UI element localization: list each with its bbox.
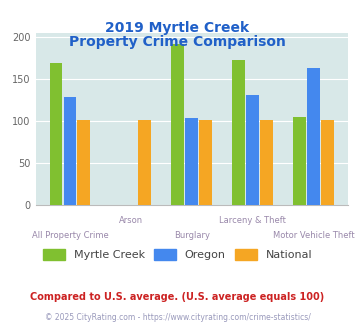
Text: Property Crime Comparison: Property Crime Comparison — [69, 35, 286, 49]
Bar — [77, 120, 90, 205]
Bar — [233, 60, 245, 205]
Legend: Myrtle Creek, Oregon, National: Myrtle Creek, Oregon, National — [43, 248, 312, 260]
Bar — [321, 120, 334, 205]
Text: Larceny & Theft: Larceny & Theft — [219, 216, 286, 225]
Bar — [307, 68, 320, 205]
Bar — [260, 120, 273, 205]
Bar — [185, 118, 198, 205]
Bar — [171, 44, 184, 205]
Bar — [199, 120, 212, 205]
Bar — [293, 117, 306, 205]
Text: Motor Vehicle Theft: Motor Vehicle Theft — [273, 231, 354, 240]
Text: 2019 Myrtle Creek: 2019 Myrtle Creek — [105, 21, 250, 35]
Text: All Property Crime: All Property Crime — [32, 231, 108, 240]
Text: Arson: Arson — [119, 216, 143, 225]
Bar — [64, 97, 76, 205]
Bar — [246, 95, 259, 205]
Text: © 2025 CityRating.com - https://www.cityrating.com/crime-statistics/: © 2025 CityRating.com - https://www.city… — [45, 313, 310, 322]
Bar — [138, 120, 151, 205]
Text: Burglary: Burglary — [174, 231, 210, 240]
Text: Compared to U.S. average. (U.S. average equals 100): Compared to U.S. average. (U.S. average … — [31, 292, 324, 302]
Bar — [50, 63, 62, 205]
